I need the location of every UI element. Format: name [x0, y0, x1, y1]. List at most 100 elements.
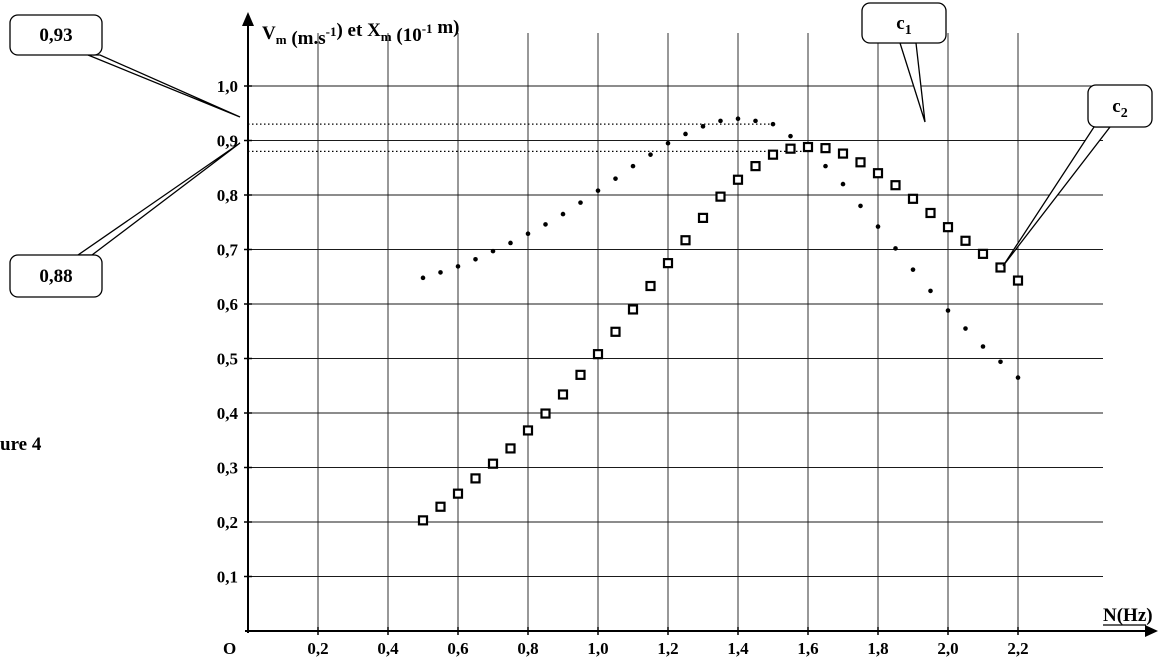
data-point-c1 — [770, 121, 776, 127]
data-point-c1 — [718, 118, 723, 124]
data-point-c2 — [960, 235, 971, 246]
data-point-c2 — [995, 262, 1006, 273]
grid-layer — [248, 33, 1103, 631]
callout-v093: 0,93 — [9, 14, 241, 118]
y-axis-title-part: (10 — [392, 25, 422, 46]
data-point-c2 — [435, 501, 446, 512]
data-point-c2 — [680, 235, 691, 246]
y-tick-label: 0,3 — [217, 459, 238, 478]
y-tick-label: 0,2 — [217, 513, 238, 532]
y-axis-title-superscript: -1 — [422, 21, 433, 36]
data-point-c2 — [627, 304, 639, 315]
x-tick-label: 1,4 — [727, 639, 749, 658]
data-point-c1 — [525, 231, 531, 236]
data-point-c1 — [823, 163, 828, 169]
data-point-c1 — [735, 116, 741, 121]
y-axis-title-superscript: -1 — [326, 24, 337, 39]
callout-label-main: c — [896, 13, 904, 34]
y-tick-label: 0,9 — [217, 132, 238, 151]
data-point-c2 — [592, 349, 604, 360]
data-point-c1 — [613, 176, 618, 181]
data-point-c1 — [630, 163, 636, 169]
data-point-c2 — [837, 148, 849, 159]
data-point-c2 — [417, 515, 429, 526]
data-point-c1 — [683, 131, 688, 137]
y-axis-title-part: ) et X — [336, 20, 381, 41]
callout-label-main: c — [1112, 96, 1120, 117]
data-point-c1 — [893, 246, 898, 251]
callout-pointer — [899, 42, 926, 123]
data-point-c2 — [820, 143, 831, 154]
data-point-c2 — [890, 180, 901, 191]
data-point-c1 — [543, 222, 548, 227]
data-point-c1 — [980, 344, 986, 349]
callout-box — [9, 254, 103, 298]
data-point-c1 — [700, 124, 706, 129]
data-point-c2 — [645, 280, 656, 292]
callout-label: c1 — [896, 13, 911, 38]
callout-label: c2 — [1112, 96, 1127, 121]
y-tick-label: 1,0 — [217, 77, 238, 96]
tick-labels: 0,2 0,4 0,6 0,8 1,0 1,2 1,4 1,6 1,8 2,0 2,2 0,1 0,2 0… — [217, 77, 1029, 658]
y-axis-title-part: m) — [433, 17, 460, 38]
data-point-c1 — [420, 275, 426, 281]
x-tick-label: 1,6 — [797, 639, 818, 658]
data-point-c2 — [487, 458, 499, 469]
data-point-c2 — [540, 408, 551, 419]
data-point-c1 — [578, 200, 583, 205]
y-axis-title-part: (m.s — [287, 28, 326, 49]
data-point-c2 — [942, 222, 954, 233]
callout-label: 0,93 — [39, 25, 72, 46]
y-tick-label: 0,6 — [217, 295, 238, 314]
y-tick-label: 0,8 — [217, 186, 238, 205]
data-point-c2 — [785, 143, 796, 154]
callout-label-sub: 1 — [905, 23, 912, 38]
x-tick-label: 0,4 — [377, 639, 399, 658]
y-tick-label: 0,4 — [217, 404, 239, 423]
callout-pointer — [75, 142, 241, 256]
data-point-c2 — [855, 157, 866, 168]
callout-c1: c1 — [861, 2, 947, 123]
x-tick-label: 2,0 — [937, 639, 958, 658]
callout-box — [9, 14, 103, 56]
x-tick-label: 1,0 — [587, 639, 608, 658]
x-axis-title: N(Hz) — [1103, 605, 1153, 626]
data-point-c2 — [470, 473, 481, 484]
data-point-c1 — [788, 133, 793, 139]
y-axis-title-subscript: m — [276, 32, 287, 47]
data-point-c1 — [945, 308, 951, 313]
axes — [242, 12, 1158, 637]
callout-label-sub: 2 — [1121, 106, 1128, 121]
y-tick-label: 0,7 — [217, 241, 239, 260]
y-axis-title: Vm (m.s-1) et Xm (10-1 m) — [262, 17, 459, 49]
data-point-c1 — [648, 152, 653, 157]
data-point-c2 — [452, 488, 464, 499]
x-axis-arrow-icon — [1145, 625, 1158, 637]
data-point-c2 — [697, 212, 709, 223]
x-tick-label: 1,2 — [657, 639, 678, 658]
data-point-c2 — [610, 326, 621, 337]
data-point-c1 — [998, 359, 1003, 365]
data-point-c2 — [977, 248, 989, 259]
x-tick-label: 0,6 — [447, 639, 468, 658]
data-point-c1 — [875, 224, 881, 229]
data-point-c2 — [1012, 275, 1024, 286]
data-point-c2 — [575, 369, 586, 380]
data-point-c1 — [928, 288, 933, 294]
data-point-c2 — [732, 174, 744, 185]
data-point-c1 — [910, 267, 916, 272]
data-point-c1 — [490, 248, 496, 254]
callout-c2: c2 — [1002, 84, 1153, 267]
data-point-c1 — [840, 181, 846, 187]
data-point-c2 — [767, 149, 779, 160]
data-point-c2 — [662, 258, 674, 269]
figure-number-label: ure 4 — [0, 434, 42, 455]
callout-box — [1087, 84, 1153, 128]
data-point-c1 — [508, 240, 513, 246]
x-tick-label: 0,2 — [307, 639, 328, 658]
data-point-c1 — [455, 264, 461, 269]
data-point-c1 — [665, 140, 671, 146]
data-point-c2 — [505, 443, 516, 454]
